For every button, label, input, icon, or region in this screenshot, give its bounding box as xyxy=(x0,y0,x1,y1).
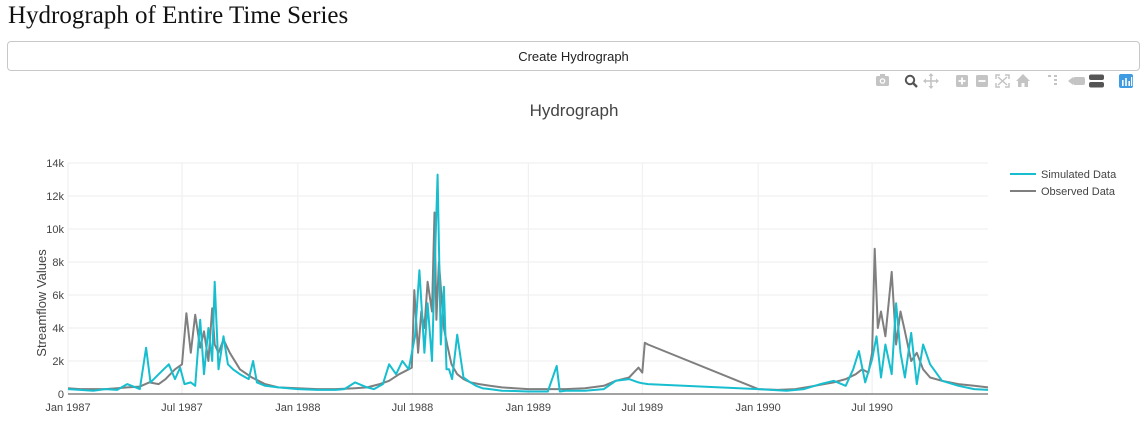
hydrograph-plot[interactable]: Hydrograph 0 2k 4k 6k 8k 10k 12k 14k Jan 1987 Jul… xyxy=(0,90,1148,430)
camera-icon[interactable] xyxy=(876,74,889,86)
x-tick-label: Jan 1990 xyxy=(736,402,781,414)
modebar xyxy=(0,72,1148,90)
zoom-out-icon[interactable] xyxy=(976,75,988,87)
chart-title: Hydrograph xyxy=(530,101,619,120)
y-tick-label: 8k xyxy=(52,257,64,269)
y-tick-label: 10k xyxy=(46,224,64,236)
zoom-in-icon[interactable] xyxy=(956,75,968,87)
x-tick-label: Jan 1989 xyxy=(506,402,551,414)
autoscale-icon[interactable] xyxy=(995,74,1010,88)
hover-compare-icon[interactable] xyxy=(1089,74,1104,88)
reset-axes-icon[interactable] xyxy=(1016,74,1030,87)
axis-layer: 0 2k 4k 6k 8k 10k 12k 14k Jan 1987 Jul 1987 Jan 19… xyxy=(45,158,988,414)
x-tick-label: Jul 1988 xyxy=(392,402,434,414)
zoom-icon[interactable] xyxy=(904,74,918,88)
y-tick-label: 2k xyxy=(52,356,64,368)
plotly-logo-icon[interactable] xyxy=(1119,74,1133,88)
create-hydrograph-button[interactable]: Create Hydrograph xyxy=(7,41,1140,71)
x-tick-label: Jul 1987 xyxy=(161,402,203,414)
grid-layer xyxy=(67,162,988,394)
series-layer xyxy=(67,173,989,393)
legend-label: Simulated Data xyxy=(1041,169,1117,181)
y-tick-label: 6k xyxy=(52,290,64,302)
y-tick-label: 14k xyxy=(46,158,64,170)
x-tick-label: Jul 1990 xyxy=(851,402,893,414)
spike-lines-icon[interactable] xyxy=(1048,75,1057,85)
x-tick-label: Jan 1988 xyxy=(275,402,320,414)
hover-closest-icon[interactable] xyxy=(1068,77,1085,85)
simulated-data-line xyxy=(67,173,989,393)
page-title: Hydrograph of Entire Time Series xyxy=(8,2,349,29)
legend-label: Observed Data xyxy=(1041,186,1116,198)
y-axis-label: Streamflow Values xyxy=(34,249,49,357)
x-tick-label: Jul 1989 xyxy=(621,402,663,414)
y-tick-label: 0 xyxy=(58,389,64,401)
legend: Simulated Data Observed Data xyxy=(1010,169,1117,198)
x-tick-label: Jan 1987 xyxy=(45,402,90,414)
y-tick-label: 12k xyxy=(46,191,64,203)
pan-icon[interactable] xyxy=(923,73,939,89)
y-tick-label: 4k xyxy=(52,323,64,335)
